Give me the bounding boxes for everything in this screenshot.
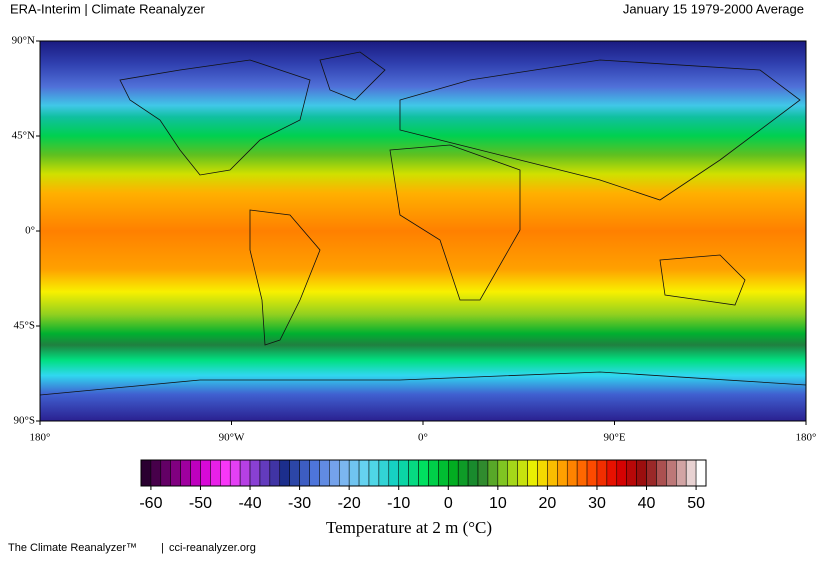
colorbar-swatch	[398, 459, 409, 487]
colorbar-swatch	[269, 459, 281, 487]
header-right: January 15 1979-2000 Average	[623, 1, 804, 16]
colorbar-swatch	[408, 459, 419, 487]
colorbar-swatch	[289, 459, 300, 487]
colorbar-tick-label: -10	[387, 495, 410, 512]
y-tick-label: 45°S	[13, 320, 35, 332]
colorbar-tick-label: -20	[338, 495, 361, 512]
colorbar-swatch	[606, 459, 618, 487]
colorbar-swatch	[616, 459, 627, 487]
colorbar-tick-label: -40	[238, 495, 261, 512]
colorbar-tick-label: -50	[189, 495, 212, 512]
colorbar-swatch	[676, 459, 687, 487]
colorbar-swatch	[309, 459, 320, 487]
colorbar-swatch	[150, 459, 162, 487]
y-tick-label: 45°N	[12, 130, 35, 142]
colorbar-swatch	[566, 459, 578, 487]
colorbar-swatch	[507, 459, 518, 487]
colorbar-swatch	[685, 459, 697, 487]
colorbar-swatch	[338, 459, 350, 487]
x-tick-label: 0°	[418, 432, 428, 444]
colorbar-tick-label: -30	[288, 495, 311, 512]
colorbar-swatch	[259, 459, 271, 487]
x-tick-label: 90°E	[603, 432, 625, 444]
colorbar-swatch	[656, 459, 667, 487]
colorbar-swatch	[180, 459, 191, 487]
colorbar-tick-label: 40	[638, 495, 656, 512]
footer-separator: |	[161, 542, 164, 554]
colorbar-swatch	[517, 459, 528, 487]
colorbar-swatch	[448, 459, 459, 487]
colorbar-swatch	[576, 459, 588, 487]
colorbar-tick-label: 30	[588, 495, 606, 512]
colorbar-swatch	[418, 459, 429, 487]
colorbar-swatch	[200, 459, 211, 487]
x-tick-label: 180°	[30, 432, 51, 444]
colorbar-swatch	[299, 459, 310, 487]
y-tick-label: 90°N	[12, 35, 35, 47]
colorbar-tick-label: 50	[687, 495, 705, 512]
colorbar-swatch	[527, 459, 538, 487]
colorbar-title: Temperature at 2 m (°C)	[326, 518, 492, 537]
colorbar-swatch	[329, 459, 340, 487]
colorbar-swatch	[438, 459, 449, 487]
colorbar-swatch	[279, 459, 290, 487]
colorbar-swatch	[378, 459, 390, 487]
colorbar-swatch	[547, 459, 558, 487]
colorbar-swatch	[239, 459, 251, 487]
colorbar-swatch	[428, 459, 439, 487]
colorbar-frame	[140, 459, 707, 487]
colorbar-swatch	[160, 459, 171, 487]
x-tick-label: 90°W	[219, 432, 245, 444]
colorbar-swatch	[229, 459, 241, 487]
colorbar-swatch	[249, 459, 261, 487]
colorbar-swatch	[348, 459, 360, 487]
colorbar-tick-label: -60	[139, 495, 162, 512]
colorbar-tick-label: 10	[489, 495, 507, 512]
colorbar-swatch	[140, 459, 152, 487]
footer-url: cci-reanalyzer.org	[169, 542, 256, 554]
colorbar-swatch	[358, 459, 370, 487]
colorbar-swatch	[626, 459, 637, 487]
colorbar-swatch	[557, 459, 568, 487]
colorbar-tick-label: 20	[539, 495, 557, 512]
map-field	[40, 41, 806, 421]
colorbar-swatch	[646, 459, 657, 487]
colorbar-swatch	[477, 459, 489, 487]
coastlines	[39, 51, 807, 396]
footer-brand: The Climate Reanalyzer™	[8, 542, 137, 554]
colorbar-swatch	[457, 459, 469, 487]
colorbar-swatch	[319, 459, 330, 487]
colorbar-swatch	[170, 459, 181, 487]
y-tick-label: 0°	[25, 225, 35, 237]
colorbar-swatch	[388, 459, 399, 487]
colorbar-swatch	[695, 459, 707, 487]
colorbar-swatch	[467, 459, 479, 487]
colorbar-tick-label: 0	[444, 495, 453, 512]
colorbar-swatch	[220, 459, 231, 487]
colorbar-swatch	[497, 459, 509, 487]
colorbar-swatch	[636, 459, 647, 487]
colorbar-swatch	[368, 459, 380, 487]
colorbar-swatch	[210, 459, 221, 487]
colorbar-swatch	[586, 459, 598, 487]
header-left: ERA-Interim | Climate Reanalyzer	[10, 1, 205, 16]
x-tick-label: 180°	[796, 432, 817, 444]
colorbar-swatch	[596, 459, 608, 487]
colorbar-swatch	[537, 459, 548, 487]
colorbar-swatch	[666, 459, 677, 487]
y-tick-label: 90°S	[13, 415, 35, 427]
colorbar-swatch	[487, 459, 499, 487]
colorbar-swatch	[190, 459, 201, 487]
